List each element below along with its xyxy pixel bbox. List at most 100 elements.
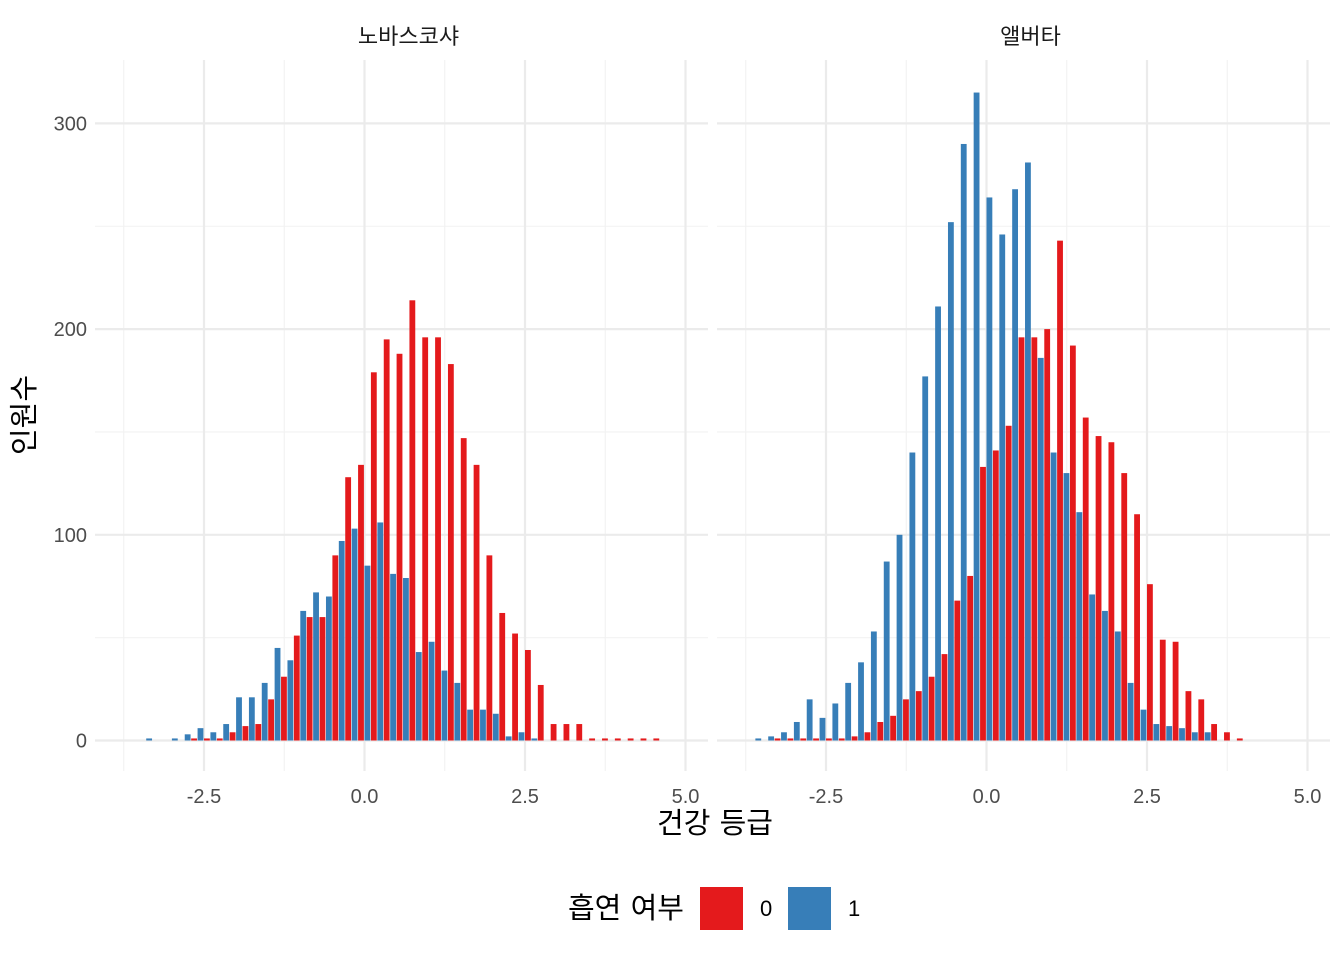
bar-panel1-series1: [236, 697, 242, 741]
bar-panel2-series0: [813, 738, 819, 741]
bar-panel2-series1: [1050, 452, 1057, 741]
bar-panel1-series0: [396, 353, 403, 741]
bar-panel2-series0: [877, 721, 884, 741]
bar-panel2-series1: [1153, 724, 1160, 741]
x-tick-label: 0.0: [351, 786, 379, 808]
bar-panel2-series0: [1121, 473, 1128, 741]
bar-panel2-series0: [1095, 436, 1102, 741]
bar-panel2-series1: [819, 717, 826, 741]
bar-panel2-series0: [774, 738, 781, 741]
bar-panel1-series0: [191, 738, 197, 741]
x-tick-label: -2.5: [187, 786, 221, 808]
bar-panel1-series0: [512, 633, 518, 741]
bar-panel2-series0: [1236, 738, 1243, 741]
bar-panel1-series1: [184, 734, 191, 741]
bar-panel2-series0: [967, 575, 974, 741]
bar-panel1-series0: [653, 738, 660, 741]
bar-panel1-series1: [313, 592, 319, 741]
bar-panel1-series0: [627, 738, 634, 741]
bar-panel2-series0: [928, 676, 935, 741]
bar-panel2-series1: [793, 721, 800, 741]
bar-panel2-series1: [896, 534, 903, 741]
bar-panel2-series0: [1211, 724, 1218, 741]
bar-panel1-series1: [364, 565, 371, 741]
bar-panel2-series1: [870, 631, 877, 741]
bar-panel2-series0: [903, 699, 909, 741]
bar-panel1-series0: [550, 724, 557, 741]
bar-panel2-series1: [1076, 512, 1083, 741]
legend-label-1: 1: [848, 896, 860, 921]
bar-panel1-series0: [319, 617, 326, 741]
facet-title: 노바스코샤: [358, 25, 459, 50]
bar-panel1-series1: [274, 647, 281, 741]
bar-panel1-series0: [447, 364, 454, 741]
bar-panel2-series1: [755, 738, 762, 741]
bar-panel1-series0: [486, 555, 493, 741]
bar-panel2-series0: [1159, 639, 1166, 741]
bar-panel2-series1: [883, 561, 890, 741]
bar-panel2-series0: [1108, 442, 1115, 741]
bar-panel1-series0: [255, 724, 262, 741]
bar-panel2-series1: [1127, 682, 1134, 741]
bar-panel1-series0: [409, 300, 416, 741]
bar-panel2-series0: [851, 736, 858, 741]
x-tick-label: 0.0: [973, 786, 1001, 808]
bar-panel1-series0: [537, 684, 544, 741]
x-tick-label: 2.5: [1133, 786, 1161, 808]
bar-panel2-series1: [781, 732, 787, 741]
bar-panel1-series0: [525, 649, 531, 741]
bar-panel2-series1: [1114, 631, 1121, 741]
bar-panel1-series1: [210, 732, 217, 741]
x-tick-label: 5.0: [1294, 786, 1322, 808]
bar-panel2-series1: [1191, 732, 1198, 741]
bar-panel1-series0: [281, 676, 287, 741]
x-tick-label: -2.5: [809, 786, 843, 808]
bar-panel1-series0: [370, 372, 377, 741]
bar-panel2-series1: [1179, 728, 1185, 741]
bar-panel2-series0: [1134, 514, 1140, 741]
bar-panel1-series1: [518, 732, 525, 741]
bar-panel1-series1: [403, 577, 409, 741]
y-tick-label: 0: [76, 731, 87, 753]
bar-panel1-series0: [306, 617, 313, 741]
bar-panel1-series0: [602, 738, 608, 741]
bar-panel2-series0: [890, 715, 897, 741]
bar-panel2-series0: [1198, 699, 1205, 741]
y-tick-label: 200: [54, 319, 87, 341]
panel-2: -2.5 0.0 2.5 5.0 앨버타: [717, 25, 1330, 808]
bar-panel1-series0: [345, 477, 352, 741]
bar-panel2-series1: [947, 222, 954, 741]
bar-panel2-series0: [1005, 425, 1012, 741]
bar-panel1-series0: [563, 724, 570, 741]
bar-panel1-series0: [293, 635, 300, 741]
panel-1: -2.5 0.0 2.5 5.0 노바스코샤: [95, 25, 708, 808]
bar-panel1-series1: [146, 738, 153, 741]
bar-panel2-series1: [806, 699, 813, 741]
bar-panel1-series1: [287, 660, 294, 741]
bar-panel1-series1: [415, 652, 422, 741]
panels-layer: -2.5 0.0 2.5 5.0 노바스코샤 -2.5 0.0 2.5 5.0 앨버타 0 100 20…: [54, 25, 1330, 808]
bar-panel1-series0: [460, 438, 467, 741]
bar-panel2-series1: [935, 306, 941, 741]
legend-key-1: [788, 887, 831, 930]
legend-title: 흡연 여부: [568, 891, 684, 925]
bar-panel2-series1: [1089, 594, 1096, 741]
bar-panel1-series0: [614, 738, 621, 741]
bar-panel1-series1: [171, 738, 178, 741]
y-tick-label: 300: [54, 113, 87, 135]
y-tick-label: 100: [54, 525, 87, 547]
bar-panel2-series1: [1102, 610, 1108, 741]
bar-panel1-series0: [229, 732, 236, 741]
bar-panel1-series0: [422, 337, 429, 741]
y-axis-ticks: 0 100 200 300: [54, 113, 87, 752]
legend-key-0: [700, 887, 743, 930]
bar-panel2-series1: [1140, 709, 1147, 741]
bar-panel2-series1: [1063, 473, 1070, 741]
bar-panel1-series1: [454, 682, 461, 741]
bar-panel1-series0: [576, 724, 583, 741]
bar-panel1-series1: [377, 522, 384, 741]
bar-panel1-series1: [338, 540, 345, 741]
bar-panel1-series1: [248, 697, 255, 741]
x-tick-label: 5.0: [672, 786, 700, 808]
